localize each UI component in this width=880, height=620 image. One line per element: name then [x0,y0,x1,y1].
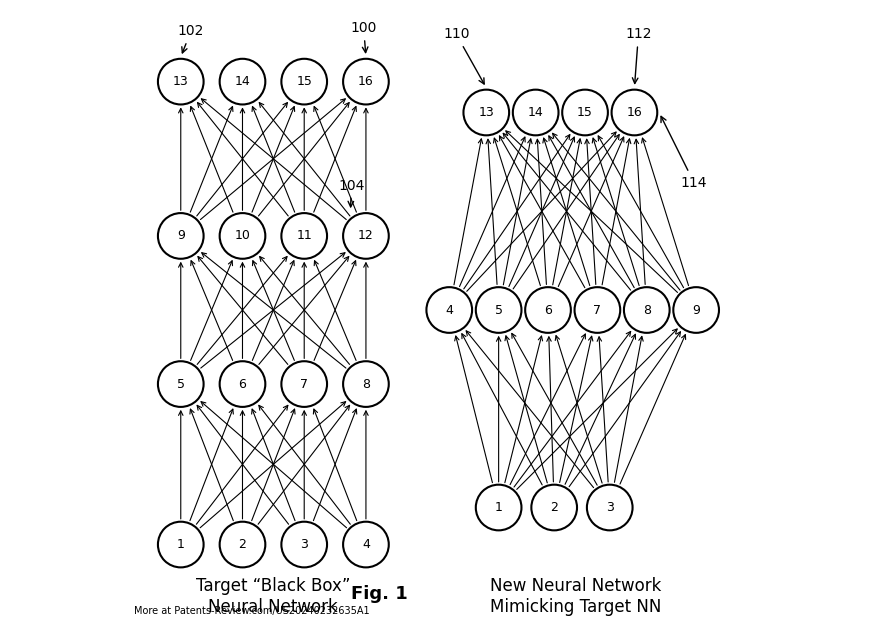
Circle shape [476,287,522,333]
Circle shape [343,521,389,567]
Circle shape [158,361,203,407]
Text: Fig. 1: Fig. 1 [350,585,407,603]
Circle shape [562,90,608,135]
Text: 1: 1 [177,538,185,551]
Text: 16: 16 [358,75,374,88]
Text: 16: 16 [627,106,642,119]
Text: 2: 2 [550,501,558,514]
Text: 3: 3 [605,501,613,514]
Text: 11: 11 [297,229,312,242]
Text: 104: 104 [338,179,364,207]
Text: 8: 8 [362,378,370,391]
Circle shape [343,59,389,104]
Text: 100: 100 [350,21,377,53]
Text: 6: 6 [544,304,552,316]
Text: 7: 7 [300,378,308,391]
Circle shape [532,485,577,530]
Circle shape [282,521,327,567]
Circle shape [343,361,389,407]
Text: Target “Black Box”
Neural Network: Target “Black Box” Neural Network [196,577,350,616]
Circle shape [158,521,203,567]
Text: 9: 9 [693,304,700,316]
Text: 15: 15 [297,75,312,88]
Circle shape [220,521,266,567]
Text: 6: 6 [238,378,246,391]
Circle shape [427,287,472,333]
Text: 110: 110 [444,27,484,84]
Circle shape [575,287,620,333]
Text: 9: 9 [177,229,185,242]
Circle shape [624,287,670,333]
Text: 4: 4 [445,304,453,316]
Text: 13: 13 [479,106,495,119]
Text: 5: 5 [495,304,502,316]
Circle shape [343,213,389,259]
Circle shape [220,213,266,259]
Circle shape [282,59,327,104]
Text: More at Patents-Review.com/US20240232635A1: More at Patents-Review.com/US20240232635… [135,606,370,616]
Circle shape [673,287,719,333]
Circle shape [220,59,266,104]
Text: 8: 8 [642,304,651,316]
Text: New Neural Network
Mimicking Target NN: New Neural Network Mimicking Target NN [490,577,662,616]
Text: 13: 13 [172,75,188,88]
Circle shape [513,90,559,135]
Text: 2: 2 [238,538,246,551]
Circle shape [476,485,522,530]
Circle shape [587,485,633,530]
Circle shape [158,59,203,104]
Circle shape [464,90,510,135]
Text: 1: 1 [495,501,502,514]
Circle shape [282,361,327,407]
Circle shape [282,213,327,259]
Text: 14: 14 [528,106,544,119]
Text: 7: 7 [593,304,601,316]
Circle shape [158,213,203,259]
Circle shape [612,90,657,135]
Text: 112: 112 [625,27,652,84]
Text: 4: 4 [362,538,370,551]
Circle shape [525,287,571,333]
Text: 114: 114 [661,117,708,190]
Text: 14: 14 [235,75,251,88]
Text: 10: 10 [235,229,251,242]
Text: 12: 12 [358,229,374,242]
Text: 3: 3 [300,538,308,551]
Text: 5: 5 [177,378,185,391]
Circle shape [220,361,266,407]
Text: 102: 102 [178,24,204,53]
Text: 15: 15 [577,106,593,119]
